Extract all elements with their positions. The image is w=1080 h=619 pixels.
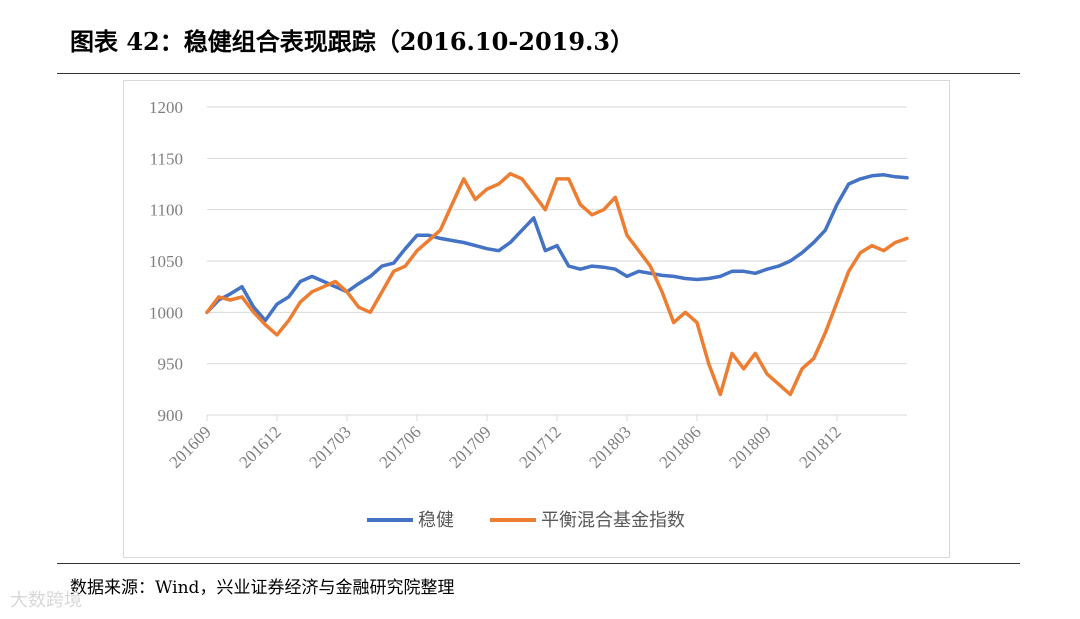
watermark: 大数跨境 (10, 590, 82, 611)
grid-layer (207, 106, 907, 416)
y-tick-label: 1200 (149, 98, 183, 117)
y-axis: 900 950 1000 1050 1100 1150 1200 (149, 98, 183, 425)
x-tick-label: 201703 (305, 422, 354, 471)
top-divider (57, 73, 1020, 74)
legend-label-2: 平衡混合基金指数 (541, 510, 685, 531)
y-tick-label: 1150 (150, 149, 183, 168)
y-tick-label: 1100 (150, 201, 183, 220)
series-line-1 (205, 173, 909, 323)
x-tick-label: 201806 (655, 422, 704, 471)
x-tick-label: 201812 (795, 422, 844, 471)
legend: 稳健 平衡混合基金指数 (367, 510, 685, 531)
y-tick-label: 1000 (149, 303, 183, 322)
x-tick-label: 201803 (585, 422, 634, 471)
source-note: 数据来源：Wind，兴业证券经济与金融研究院整理 (70, 578, 455, 598)
figure-title: 图表 42：稳健组合表现跟踪（2016.10-2019.3） (70, 27, 635, 56)
y-tick-label: 1050 (149, 252, 183, 271)
x-tick-label: 201709 (445, 422, 494, 471)
x-tick-label: 201706 (375, 422, 424, 471)
x-tick-label: 201809 (725, 422, 774, 471)
x-tick-label: 201612 (235, 422, 284, 471)
x-tick-label: 201712 (515, 422, 564, 471)
series-layer (205, 171, 909, 397)
legend-label-1: 稳健 (418, 510, 454, 531)
y-tick-label: 950 (158, 355, 184, 374)
y-tick-label: 900 (158, 406, 184, 425)
series-line-2 (205, 171, 909, 397)
bottom-divider (57, 563, 1020, 564)
x-tick-label: 201609 (165, 422, 214, 471)
x-axis: 201609 201612 201703 201706 201709 201712 2018… (165, 415, 845, 472)
